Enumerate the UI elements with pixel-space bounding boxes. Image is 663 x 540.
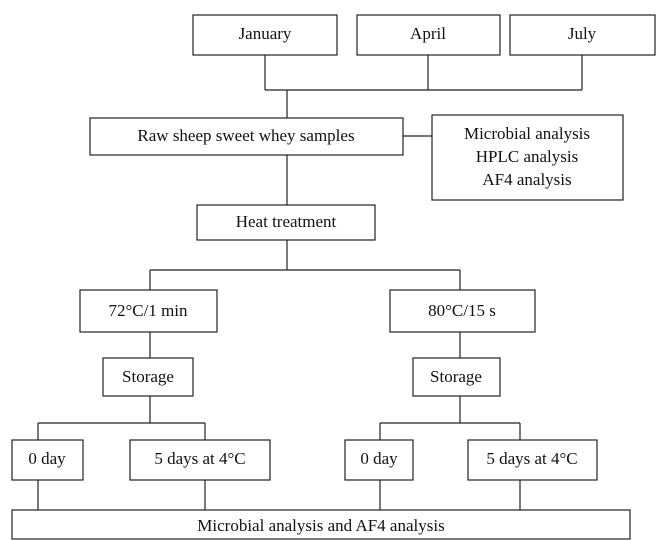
heat-label: Heat treatment xyxy=(236,212,337,231)
samples-label: Raw sheep sweet whey samples xyxy=(137,126,354,145)
box xyxy=(389,289,536,333)
box xyxy=(431,114,624,201)
analysis-label: Microbial analysis xyxy=(464,124,590,143)
box xyxy=(89,117,404,156)
day-label: 0 day xyxy=(28,449,66,468)
box xyxy=(196,204,376,241)
final-label: Microbial analysis and AF4 analysis xyxy=(197,516,444,535)
box xyxy=(467,439,598,481)
connectors xyxy=(37,55,583,510)
box xyxy=(102,357,194,397)
box xyxy=(129,439,271,481)
box xyxy=(11,509,631,540)
box xyxy=(412,357,501,397)
month-label: July xyxy=(568,24,597,43)
treatment-label: 80°C/15 s xyxy=(428,301,496,320)
box xyxy=(11,439,84,481)
analysis-label: AF4 analysis xyxy=(482,170,571,189)
month-label: April xyxy=(410,24,446,43)
boxes: January April July Raw sheep sweet whey … xyxy=(11,14,656,540)
box xyxy=(79,289,218,333)
box xyxy=(356,14,501,56)
month-label: January xyxy=(239,24,292,43)
box xyxy=(344,439,414,481)
box xyxy=(192,14,338,56)
day-label: 5 days at 4°C xyxy=(486,449,577,468)
box xyxy=(509,14,656,56)
storage-label: Storage xyxy=(430,367,482,386)
treatment-label: 72°C/1 min xyxy=(108,301,188,320)
day-label: 5 days at 4°C xyxy=(154,449,245,468)
day-label: 0 day xyxy=(360,449,398,468)
storage-label: Storage xyxy=(122,367,174,386)
analysis-label: HPLC analysis xyxy=(476,147,578,166)
